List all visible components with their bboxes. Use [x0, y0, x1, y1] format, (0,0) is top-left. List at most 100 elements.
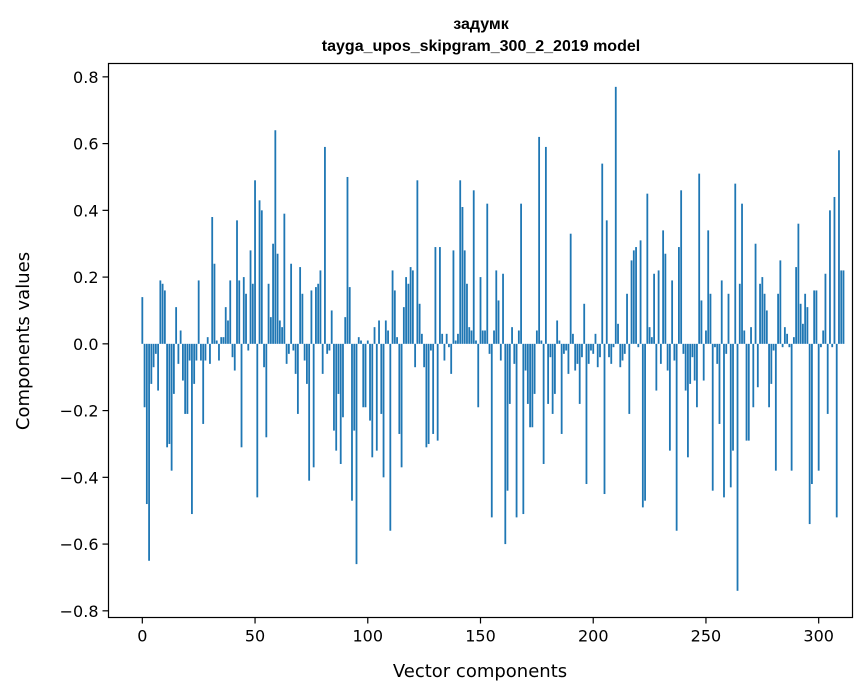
bar	[736, 343, 739, 591]
bar	[292, 343, 295, 351]
bar	[382, 343, 385, 478]
bar	[802, 323, 804, 344]
y-axis-ticks: −0.8 −0.6 −0.4 −0.2 0.0 0.2 0.4 0.6 0.8	[60, 68, 109, 621]
bar	[765, 310, 768, 344]
bar	[524, 343, 527, 371]
y-axis-label: Components values	[13, 252, 34, 430]
bar	[227, 320, 229, 344]
bar	[441, 333, 444, 344]
bar	[452, 250, 455, 344]
bar	[605, 220, 608, 344]
bar	[145, 343, 148, 505]
bar	[231, 343, 234, 358]
bar	[163, 290, 166, 344]
bar	[195, 343, 198, 361]
bar	[520, 203, 522, 344]
bar	[249, 250, 252, 344]
bar	[152, 343, 155, 368]
bar	[581, 343, 583, 358]
bar	[468, 327, 471, 344]
bar	[621, 343, 624, 361]
bar	[427, 343, 430, 444]
bar	[206, 337, 209, 344]
bar	[312, 343, 315, 468]
bar	[436, 343, 439, 441]
bar	[754, 243, 757, 344]
bar	[657, 270, 660, 344]
bar	[709, 293, 712, 344]
bar	[696, 343, 698, 408]
y-tick-label: −0.8	[60, 602, 99, 621]
bar	[506, 343, 509, 491]
bar	[833, 196, 836, 344]
bar	[414, 343, 417, 368]
bar	[380, 343, 383, 414]
bar	[522, 343, 525, 515]
bar	[430, 343, 432, 351]
bar	[750, 327, 752, 344]
bar	[779, 260, 782, 344]
bar	[673, 343, 676, 361]
bar	[813, 290, 816, 344]
bar	[486, 203, 489, 344]
bar	[466, 283, 468, 344]
x-axis-ticks: 0 50 100 150 200 250 300	[137, 617, 834, 646]
bar	[161, 283, 164, 344]
bar	[781, 343, 784, 348]
bar	[299, 267, 302, 344]
bar	[565, 343, 568, 351]
bar	[274, 130, 277, 344]
bar	[346, 176, 349, 344]
bar	[420, 333, 423, 344]
bar	[596, 343, 599, 368]
bar	[236, 220, 238, 344]
bar	[154, 343, 157, 354]
bar	[461, 207, 464, 344]
bar	[675, 343, 678, 531]
bar	[238, 280, 241, 344]
bar	[184, 343, 187, 414]
bar	[826, 343, 829, 414]
bar	[531, 343, 534, 428]
bar	[396, 337, 398, 344]
bar	[393, 290, 396, 344]
bar	[538, 136, 541, 344]
bar	[324, 146, 326, 344]
bar	[172, 343, 175, 394]
bar	[725, 343, 728, 354]
bar	[443, 343, 446, 361]
bar	[378, 320, 380, 344]
bar	[619, 343, 622, 368]
bar	[177, 343, 180, 364]
bar	[263, 343, 265, 368]
bar	[741, 203, 743, 344]
bar	[777, 293, 779, 344]
bar	[283, 213, 286, 344]
bar	[558, 340, 561, 344]
y-tick-label: 0.6	[73, 135, 98, 154]
bar	[664, 253, 667, 344]
bar	[511, 327, 513, 344]
bar	[319, 270, 322, 344]
bar	[477, 343, 480, 408]
bar	[157, 343, 159, 391]
bar	[551, 343, 554, 414]
bar	[720, 280, 723, 344]
bar	[204, 343, 207, 361]
bar	[339, 343, 342, 464]
y-tick-label: −0.2	[60, 402, 99, 421]
y-tick-label: 0.4	[73, 201, 98, 220]
plot-frame	[107, 62, 854, 619]
bar	[344, 317, 347, 344]
bar	[423, 343, 426, 368]
bar	[576, 343, 579, 364]
bar	[508, 343, 511, 404]
bar	[835, 343, 838, 518]
bar	[797, 223, 800, 344]
bar	[193, 343, 196, 384]
bar	[351, 343, 353, 501]
bar	[752, 343, 755, 408]
bar	[326, 343, 329, 354]
bar	[650, 337, 653, 344]
bar	[714, 343, 716, 348]
